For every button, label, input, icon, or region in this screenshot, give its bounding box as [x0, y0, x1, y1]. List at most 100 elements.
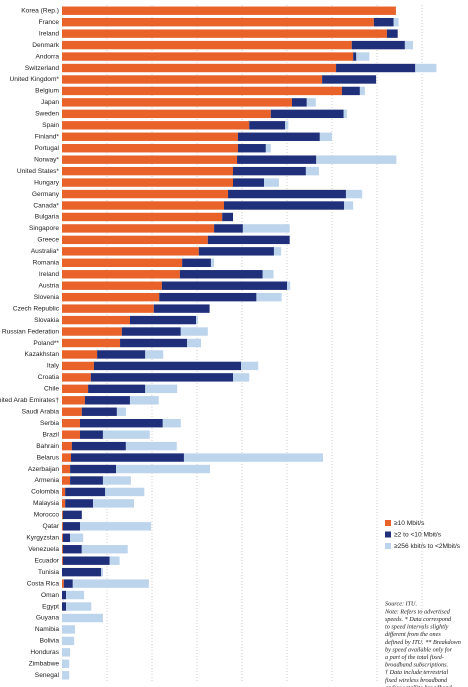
bar-segment [415, 63, 437, 73]
bar-segment [62, 109, 271, 119]
bar-segment [81, 407, 117, 416]
bar-segment [70, 533, 84, 542]
y-tick-label: Morocco [34, 512, 60, 519]
note-line: † Data include terrestrial [385, 669, 448, 676]
bar-segment [62, 430, 80, 439]
y-tick-label: Kyrgyzstan [26, 535, 59, 542]
y-tick-label: Australia* [31, 248, 60, 255]
y-tick-label: Portugal [34, 145, 59, 152]
bar-segment [62, 281, 162, 290]
bar-segment [66, 590, 85, 600]
bar-segment [62, 144, 238, 153]
bar-segment [62, 86, 342, 96]
bar-segment [210, 258, 215, 267]
y-tick-label: Hungary [34, 179, 60, 186]
y-tick-label: Germany [32, 191, 60, 198]
bar-segment [287, 281, 291, 290]
bar-segment [62, 178, 233, 187]
bar-segment [62, 166, 233, 176]
bar-segment [62, 419, 80, 428]
bar-segment [72, 579, 149, 588]
bar-segment [241, 361, 259, 371]
note-line: Note: Refers to advertised [384, 608, 451, 615]
y-tick-label: Qatar [43, 523, 60, 530]
bar-segment [62, 373, 91, 382]
bar-segment [62, 315, 130, 325]
bar-segment [62, 522, 63, 531]
source: Source: ITU. [385, 600, 417, 607]
bar-segment [129, 396, 159, 405]
legend-swatch [385, 531, 391, 538]
bar-segment [70, 464, 116, 474]
bar-segment [322, 75, 377, 84]
bar-segment [62, 567, 102, 577]
note-line: different from the ones [385, 631, 441, 638]
bar-segment [102, 430, 150, 439]
bar-segment [62, 121, 250, 130]
bar-segment [256, 292, 282, 302]
bar-segment [62, 29, 387, 38]
y-tick-label: Malaysia [33, 500, 59, 507]
bar-segment [62, 487, 66, 497]
bar-segment [62, 17, 374, 27]
bar-segment [62, 384, 89, 394]
bar-segment [233, 373, 250, 382]
y-tick-label: Slovakia [34, 317, 59, 324]
bar-segment [62, 63, 337, 73]
bar-segment [62, 625, 76, 634]
bar-segment [145, 384, 178, 394]
legend-label: ≥256 kbit/s to <2Mbit/s [394, 543, 461, 550]
bar-segment [404, 40, 413, 50]
bar-segment [62, 533, 71, 542]
bar-segment [120, 338, 188, 348]
bar-segment [93, 499, 134, 508]
bar-segment [242, 224, 290, 233]
y-tick-label: Kazakhstan [25, 351, 60, 358]
legend-swatch [385, 520, 391, 526]
y-tick-label: Azerbaijan [28, 466, 59, 473]
bar-segment [62, 201, 224, 210]
bar-segment [237, 155, 317, 164]
y-tick-label: Japan [41, 99, 59, 106]
bar-segment [62, 476, 71, 485]
y-tick-label: Belgium [35, 88, 59, 95]
bar-segment [273, 247, 282, 256]
bar-segment [359, 86, 365, 96]
bar-segment [319, 132, 332, 141]
bar-segment [62, 361, 94, 371]
bar-segment [183, 453, 323, 462]
bar-segment [62, 671, 70, 680]
bar-segment [62, 258, 183, 267]
bar-segment [62, 545, 82, 554]
y-tick-label: Honduras [30, 649, 59, 656]
bar-segment [97, 350, 146, 359]
bar-segment [101, 567, 103, 577]
bar-segment [62, 659, 70, 669]
y-tick-label: Zimbabwe [29, 661, 60, 668]
legend-label: ≥2 to <10 Mbit/s [394, 531, 442, 538]
bar-segment [62, 224, 215, 233]
bar-segment [145, 350, 164, 359]
y-tick-label: Venezuela [28, 546, 59, 553]
y-tick-label: Croatia [38, 374, 60, 381]
legend-swatch [385, 543, 391, 549]
y-tick-label: Ireland [39, 271, 59, 278]
bar-segment [343, 109, 347, 119]
bar-segment [62, 522, 80, 531]
note-line: defined by ITU. ** Breakdown [385, 639, 461, 646]
bar-segment [102, 476, 131, 485]
bar-segment [62, 510, 82, 520]
legend-label: ≥10 Mbit/s [394, 520, 425, 527]
y-tick-label: Belarus [37, 454, 60, 461]
bar-segment [65, 487, 106, 497]
bar-segment [62, 6, 396, 15]
y-tick-label: Italy [47, 363, 60, 370]
y-tick-label: Denmark [32, 42, 59, 49]
bar-segment [341, 86, 360, 96]
bar-segment [62, 75, 323, 84]
y-tick-label: Serbia [40, 420, 59, 427]
bar-segment [62, 648, 71, 657]
note-line: broadband subscriptions. [385, 662, 448, 669]
y-tick-label: United Arab Emirates† [0, 397, 59, 404]
bar-segment [116, 464, 211, 474]
